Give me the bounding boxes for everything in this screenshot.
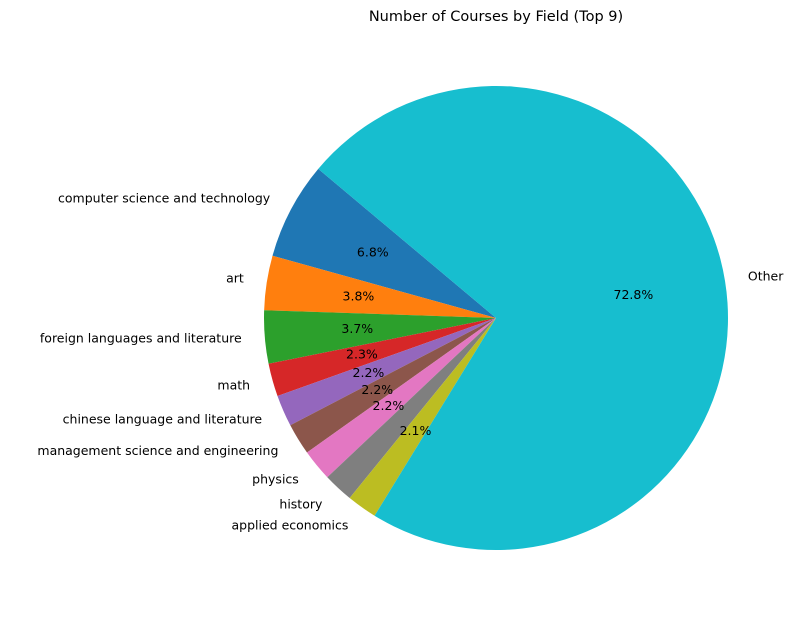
percent-management-science-and-engineering: 2.2% [361,382,393,397]
chart-title: Number of Courses by Field (Top 9) [369,9,623,25]
pie-slices [264,86,728,551]
percent-chinese-language-and-literature: 2.2% [353,365,385,380]
label-foreign-languages-and-literature: foreign languages and literature [40,331,242,346]
slice-foreign-languages-and-literature [264,310,496,364]
slice-computer-science-and-technology [272,168,496,318]
label-history: history [279,497,323,512]
slice-art [264,255,496,318]
label-other: Other [748,269,784,284]
slice-other [318,86,728,551]
slice-chinese-language-and-literature [277,318,496,426]
label-management-science-and-engineering: management science and engineering [37,443,278,458]
slice-math [268,318,496,396]
slice-management-science-and-engineering [290,318,496,453]
percent-other: 72.8% [614,287,654,302]
slice-applied-economics [349,318,496,516]
percent-math: 2.3% [346,347,378,362]
percent-computer-science-and-technology: 6.8% [357,245,389,260]
label-art: art [226,271,244,286]
percent-applied-economics: 2.1% [400,423,432,438]
label-computer-science-and-technology: computer science and technology [58,191,271,206]
label-math: math [217,378,250,393]
slice-history [327,318,496,499]
label-chinese-language-and-literature: chinese language and literature [63,412,263,427]
percent-labels: 6.8%3.8%3.7%2.3%2.2%2.2%2.2%2.1%72.8% [341,245,653,439]
percent-physics: 2.2% [373,398,405,413]
label-physics: physics [252,472,299,487]
percent-art: 3.8% [343,288,375,303]
slice-physics [307,318,496,478]
label-applied-economics: applied economics [232,518,349,533]
percent-foreign-languages-and-literature: 3.7% [341,321,373,336]
slice-labels: computer science and technology art foreig… [37,191,784,533]
